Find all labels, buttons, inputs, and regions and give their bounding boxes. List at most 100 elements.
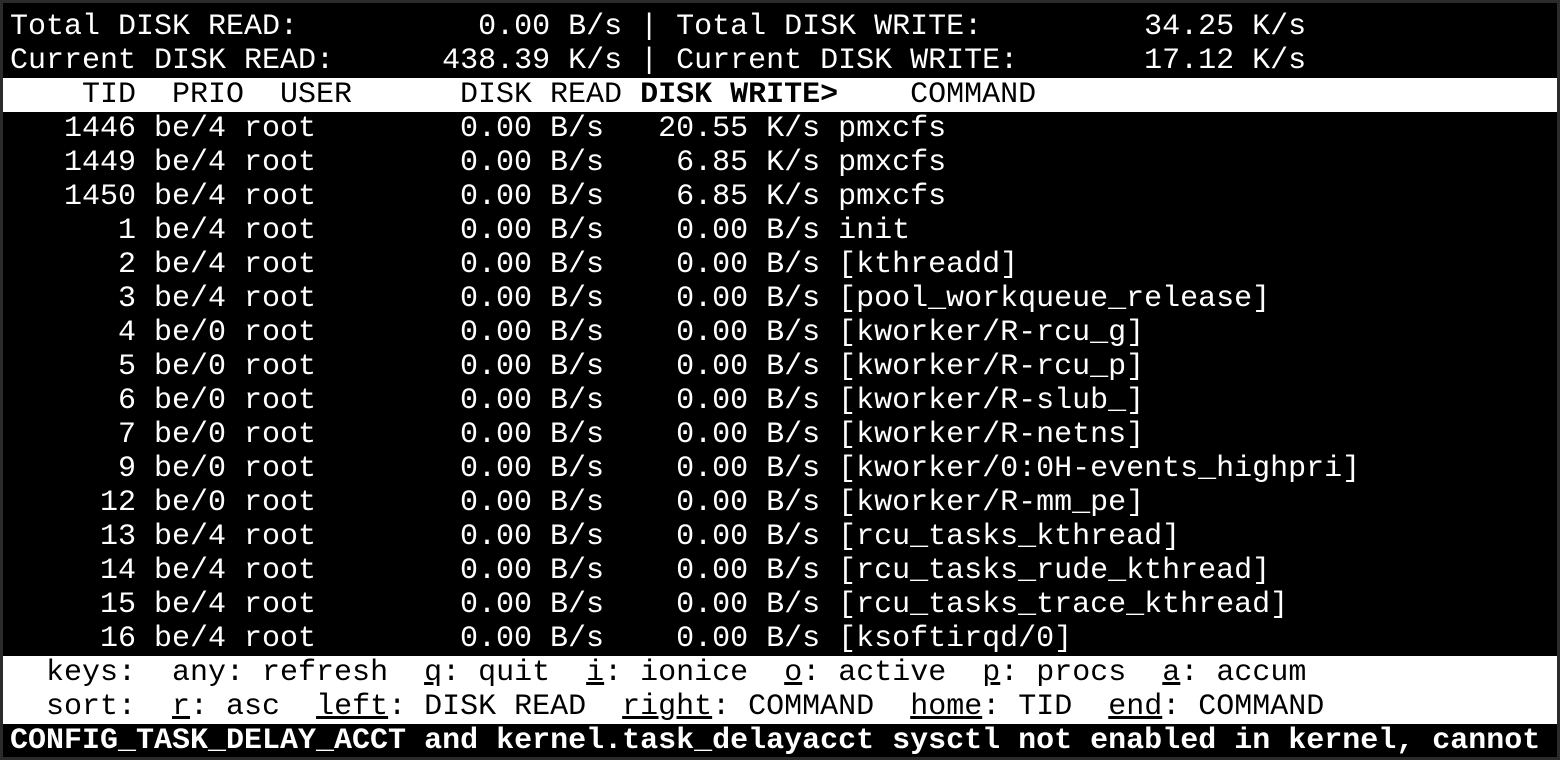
total-read-label: Total DISK READ: (10, 10, 299, 44)
process-row[interactable]: 2 be/4 root 0.00 B/s 0.00 B/s [kthreadd] (10, 248, 1018, 282)
key-description: COMMAND (1198, 690, 1325, 724)
row-command: init (838, 214, 911, 248)
key-colon: : (226, 656, 263, 690)
keys-key-i: i: ionice (586, 656, 748, 690)
keys-key-p: p: procs (982, 656, 1126, 690)
key-name: i (586, 656, 605, 690)
key-description: COMMAND (748, 690, 875, 724)
row-prio: be/4 (154, 520, 227, 554)
keys-key-o: o: active (784, 656, 946, 690)
row-tid: 13 (100, 520, 137, 554)
key-description: refresh (262, 656, 389, 690)
keys-label: keys: (46, 656, 137, 690)
process-row[interactable]: 13 be/4 root 0.00 B/s 0.00 B/s [rcu_tasks_kth… (10, 520, 1180, 554)
key-name: left (316, 690, 389, 724)
row-disk-write: 0.00 B/s (676, 350, 821, 384)
process-row[interactable]: 7 be/0 root 0.00 B/s 0.00 B/s [kworker/R-netn… (10, 418, 1144, 452)
key-colon: : (982, 690, 1019, 724)
row-disk-write: 6.85 K/s (676, 146, 821, 180)
row-command: [pool_workqueue_release] (838, 282, 1271, 316)
current-read-label: Current DISK READ: (10, 44, 335, 78)
key-description: active (838, 656, 947, 690)
key-name: q (424, 656, 443, 690)
warning-message: CONFIG_TASK_DELAY_ACCT and kernel.task_d… (10, 724, 1541, 758)
process-row[interactable]: 3 be/4 root 0.00 B/s 0.00 B/s [pool_workqueue… (10, 282, 1270, 316)
process-row[interactable]: 4 be/0 root 0.00 B/s 0.00 B/s [kworker/R-rcu_… (10, 316, 1144, 350)
col-user[interactable]: USER (280, 78, 353, 112)
row-tid: 12 (100, 486, 137, 520)
keys-key-a: a: accum (1162, 656, 1306, 690)
process-row[interactable]: 1446 be/4 root 0.00 B/s 20.55 K/s pmxcfs (10, 112, 946, 146)
total-write-value: 34.25 K/s (1144, 10, 1307, 44)
row-prio: be/0 (154, 486, 227, 520)
row-disk-write: 0.00 B/s (676, 554, 821, 588)
col-disk-read[interactable]: DISK READ (460, 78, 623, 112)
row-command: [ksoftirqd/0] (838, 622, 1073, 656)
row-command: [kworker/R-rcu_g] (838, 316, 1145, 350)
row-user: root (244, 588, 317, 622)
row-disk-read: 0.00 B/s (460, 384, 605, 418)
col-command[interactable]: COMMAND (910, 78, 1037, 112)
row-disk-write: 0.00 B/s (676, 452, 821, 486)
sort-key-end: end: COMMAND (1108, 690, 1324, 724)
keys-line: keys: any: refresh q: quit i: ionice o: acti… (3, 656, 1557, 690)
row-disk-write: 0.00 B/s (676, 520, 821, 554)
process-row[interactable]: 9 be/0 root 0.00 B/s 0.00 B/s [kworker/0:0H-e… (10, 452, 1360, 486)
row-disk-read: 0.00 B/s (460, 452, 605, 486)
row-disk-write: 0.00 B/s (676, 588, 821, 622)
total-write-label: Total DISK WRITE: (676, 10, 983, 44)
process-row[interactable]: 5 be/0 root 0.00 B/s 0.00 B/s [kworker/R-rcu_… (10, 350, 1144, 384)
separator: | (640, 44, 659, 78)
process-row[interactable]: 6 be/0 root 0.00 B/s 0.00 B/s [kworker/R-slub… (10, 384, 1144, 418)
process-row[interactable]: 1449 be/4 root 0.00 B/s 6.85 K/s pmxcfs (10, 146, 946, 180)
key-description: ionice (640, 656, 749, 690)
row-disk-read: 0.00 B/s (460, 282, 605, 316)
key-colon: : (1000, 656, 1037, 690)
key-colon: : (442, 656, 479, 690)
row-user: root (244, 146, 317, 180)
key-name: o (784, 656, 803, 690)
row-user: root (244, 384, 317, 418)
row-disk-write: 0.00 B/s (676, 622, 821, 656)
process-row[interactable]: 1 be/4 root 0.00 B/s 0.00 B/s init (10, 214, 910, 248)
row-prio: be/4 (154, 554, 227, 588)
row-user: root (244, 622, 317, 656)
key-colon: : (1162, 690, 1199, 724)
row-disk-read: 0.00 B/s (460, 418, 605, 452)
row-user: root (244, 316, 317, 350)
row-prio: be/4 (154, 588, 227, 622)
row-tid: 6 (118, 384, 137, 418)
process-row[interactable]: 12 be/0 root 0.00 B/s 0.00 B/s [kworker/R-mm_… (10, 486, 1144, 520)
key-description: accum (1216, 656, 1307, 690)
row-prio: be/4 (154, 248, 227, 282)
process-row[interactable]: 1450 be/4 root 0.00 B/s 6.85 K/s pmxcfs (10, 180, 946, 214)
row-tid: 14 (100, 554, 137, 588)
row-prio: be/4 (154, 214, 227, 248)
current-io-line: Current DISK READ: 438.39 K/s | Current DIS… (10, 44, 1306, 78)
row-command: pmxcfs (838, 180, 947, 214)
row-disk-write: 0.00 B/s (676, 384, 821, 418)
process-row[interactable]: 14 be/4 root 0.00 B/s 0.00 B/s [rcu_tasks_rud… (10, 554, 1270, 588)
row-command: [kthreadd] (838, 248, 1019, 282)
row-user: root (244, 248, 317, 282)
row-disk-read: 0.00 B/s (460, 112, 605, 146)
process-row[interactable]: 16 be/4 root 0.00 B/s 0.00 B/s [ksoftirqd/0] (10, 622, 1072, 656)
current-write-label: Current DISK WRITE: (676, 44, 1019, 78)
key-name: p (982, 656, 1001, 690)
key-description: asc (226, 690, 281, 724)
row-command: [rcu_tasks_trace_kthread] (838, 588, 1289, 622)
row-tid: 16 (100, 622, 137, 656)
sort-line: sort: r: asc left: DISK READ right: COMMAND… (3, 690, 1557, 724)
col-prio[interactable]: PRIO (172, 78, 245, 112)
row-disk-read: 0.00 B/s (460, 180, 605, 214)
row-prio: be/0 (154, 316, 227, 350)
row-prio: be/0 (154, 384, 227, 418)
col-disk-write[interactable]: DISK WRITE> (640, 78, 839, 112)
key-colon: : (712, 690, 749, 724)
key-name: home (910, 690, 983, 724)
process-row[interactable]: 15 be/4 root 0.00 B/s 0.00 B/s [rcu_tasks_tra… (10, 588, 1288, 622)
terminal-window[interactable]: Total DISK READ: 0.00 B/s | Total DISK WRIT… (3, 3, 1557, 758)
row-user: root (244, 520, 317, 554)
total-read-value: 0.00 B/s (478, 10, 623, 44)
col-tid[interactable]: TID (82, 78, 137, 112)
